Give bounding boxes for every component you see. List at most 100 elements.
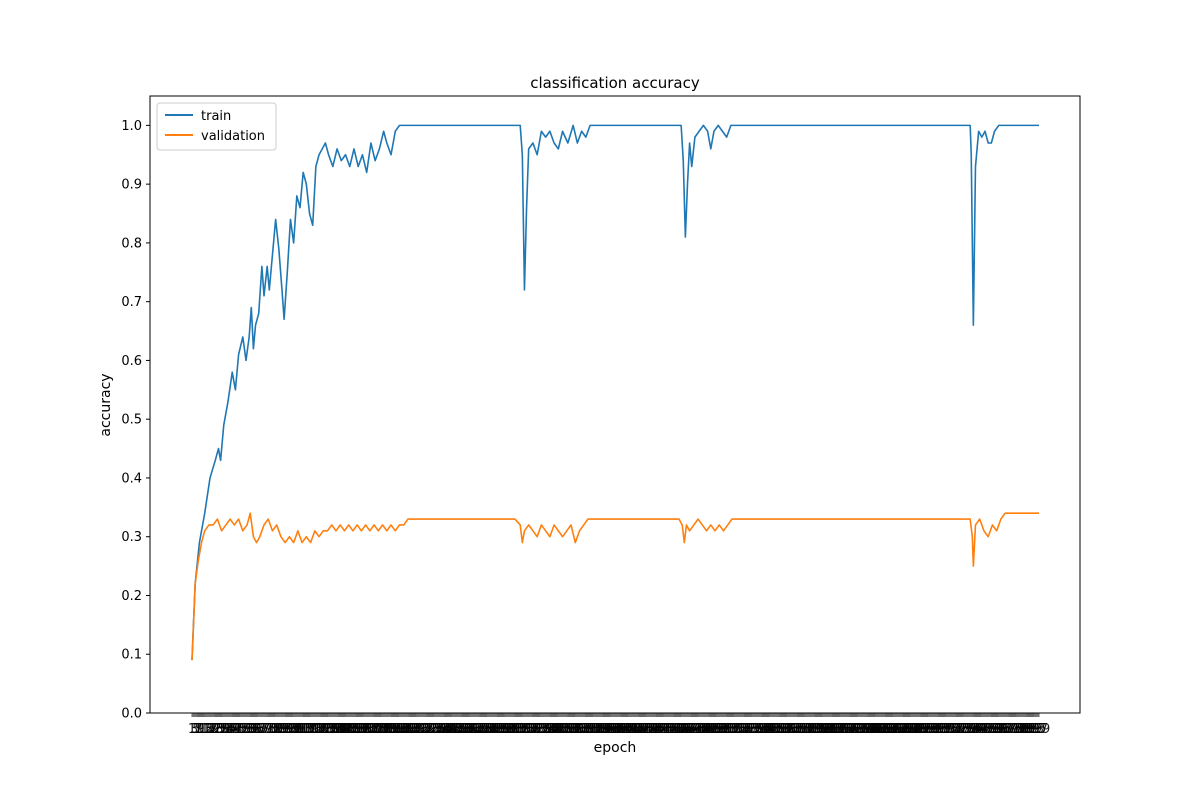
x-tick-label: 303 (500, 722, 525, 737)
x-tick-label: 477 (684, 722, 709, 737)
x-tick-label: 433 (638, 722, 663, 737)
x-tick-label: 793 (1019, 722, 1044, 737)
x-tick-label: 139 (326, 722, 351, 737)
x-tick-label: 315 (512, 722, 537, 737)
x-tick-label: 287 (483, 722, 508, 737)
x-tick-label: 213 (404, 722, 429, 737)
x-tick-label: 669 (888, 722, 913, 737)
x-tick-label: 765 (989, 722, 1014, 737)
x-tick-label: 229 (421, 722, 446, 737)
legend-label-train: train (201, 109, 231, 124)
x-tick-label: 31 (216, 722, 233, 737)
x-tick-label: 95 (283, 722, 300, 737)
x-tick-label: 101 (286, 722, 311, 737)
x-tick-label: 787 (1013, 722, 1038, 737)
x-tick-label: 405 (608, 722, 633, 737)
x-tick-label: 327 (525, 722, 550, 737)
x-tick-label: 613 (828, 722, 853, 737)
x-tick-label: 705 (926, 722, 951, 737)
x-tick-label: 321 (519, 722, 544, 737)
x-tick-label: 633 (850, 722, 875, 737)
y-tick-label: 0.0 (121, 707, 142, 722)
x-tick-label: 397 (599, 722, 624, 737)
x-tick-label: 281 (476, 722, 501, 737)
x-tick-label: 73 (260, 722, 277, 737)
x-tick-label: 671 (890, 722, 915, 737)
x-tick-label: 51 (237, 722, 254, 737)
x-tick-label: 437 (642, 722, 667, 737)
x-tick-label: 505 (714, 722, 739, 737)
x-tick-label: 255 (449, 722, 474, 737)
x-tick-label: 675 (894, 722, 919, 737)
series-line-train (191, 124, 1039, 661)
x-tick-label: 753 (977, 722, 1002, 737)
x-tick-label: 33 (218, 722, 235, 737)
x-tick-label: 673 (892, 722, 917, 737)
x-tick-label: 665 (883, 722, 908, 737)
y-tick-label: 0.3 (121, 530, 142, 545)
x-tick-label: 211 (402, 722, 427, 737)
x-tick-label: 641 (858, 722, 883, 737)
x-tick-label: 203 (394, 722, 419, 737)
x-tick-label: 55 (241, 722, 258, 737)
x-tick-label: 189 (379, 722, 404, 737)
x-tick-label: 601 (816, 722, 841, 737)
x-tick-label: 625 (841, 722, 866, 737)
x-tick-label: 151 (339, 722, 364, 737)
x-tick-label: 429 (633, 722, 658, 737)
x-tick-label: 643 (860, 722, 885, 737)
x-tick-label: 729 (951, 722, 976, 737)
x-tick-label: 629 (845, 722, 870, 737)
x-tick-label: 361 (561, 722, 586, 737)
x-tick-label: 473 (680, 722, 705, 737)
x-tick-label: 695 (915, 722, 940, 737)
x-tick-label: 37 (222, 722, 239, 737)
x-tick-label: 169 (358, 722, 383, 737)
x-tick-label: 129 (315, 722, 340, 737)
x-tick-label: 99 (288, 722, 305, 737)
x-tick-label: 29 (213, 722, 230, 737)
x-tick-label: 269 (464, 722, 489, 737)
x-tick-label: 555 (767, 722, 792, 737)
x-tick-label: 653 (871, 722, 896, 737)
x-tick-label: 567 (780, 722, 805, 737)
x-tick-label: 577 (790, 722, 815, 737)
x-tick-label: 153 (341, 722, 366, 737)
x-tick-label: 123 (309, 722, 334, 737)
x-tick-label: 49 (235, 722, 252, 737)
x-tick-label: 619 (835, 722, 860, 737)
x-tick-label: 491 (699, 722, 724, 737)
x-tick-label: 201 (392, 722, 417, 737)
x-tick-label: 7 (194, 722, 202, 737)
x-tick-label: 191 (381, 722, 406, 737)
x-tick-label: 197 (387, 722, 412, 737)
x-tick-label: 379 (580, 722, 605, 737)
x-tick-label: 331 (529, 722, 554, 737)
x-tick-label: 251 (445, 722, 470, 737)
x-tick-label: 63 (249, 722, 266, 737)
x-tick-label: 105 (290, 722, 315, 737)
x-tick-label: 465 (671, 722, 696, 737)
x-tick-label: 533 (744, 722, 769, 737)
x-tick-label: 407 (610, 722, 635, 737)
x-tick-marks (191, 713, 1040, 717)
x-tick-label: 551 (763, 722, 788, 737)
x-tick-label: 697 (917, 722, 942, 737)
x-tick-label: 471 (678, 722, 703, 737)
x-tick-label: 143 (330, 722, 355, 737)
x-tick-label: 623 (839, 722, 864, 737)
x-tick-label: 741 (964, 722, 989, 737)
x-tick-label: 715 (936, 722, 961, 737)
x-tick-label: 677 (896, 722, 921, 737)
x-tick-label: 1 (188, 722, 196, 737)
x-tick-label: 511 (720, 722, 745, 737)
x-tick-label: 267 (462, 722, 487, 737)
x-tick-label: 25 (209, 722, 226, 737)
x-tick-label: 685 (905, 722, 930, 737)
x-tick-label: 631 (847, 722, 872, 737)
x-tick-label: 239 (432, 722, 457, 737)
x-tick-label: 325 (523, 722, 548, 737)
x-tick-label: 615 (830, 722, 855, 737)
x-tick-label: 699 (920, 722, 945, 737)
x-tick-label: 781 (1006, 722, 1031, 737)
